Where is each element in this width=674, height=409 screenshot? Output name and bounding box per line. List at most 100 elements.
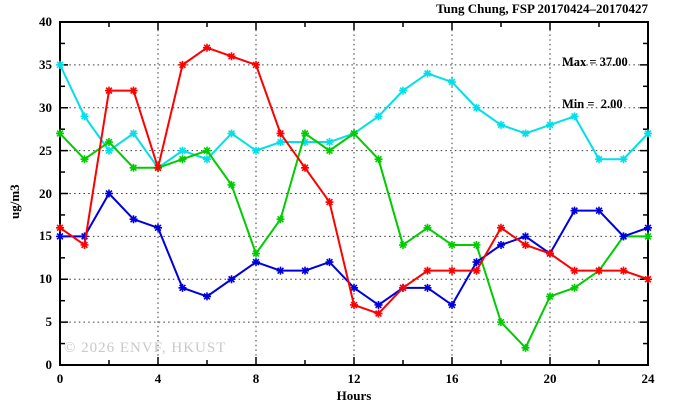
data-point-marker xyxy=(521,343,530,352)
data-point-marker xyxy=(644,275,652,284)
data-point-marker xyxy=(301,129,309,138)
data-point-marker xyxy=(423,223,432,232)
data-point-marker xyxy=(227,129,236,138)
min-label: Min = 2.00 xyxy=(562,97,623,111)
data-point-marker xyxy=(570,283,579,292)
x-tick-label: 4 xyxy=(154,371,162,386)
data-point-marker xyxy=(350,129,358,138)
data-point-marker xyxy=(374,112,383,121)
x-tick-label: 8 xyxy=(252,371,260,386)
data-point-marker xyxy=(252,60,260,69)
data-point-marker xyxy=(521,240,530,249)
y-tick-label: 25 xyxy=(39,142,52,158)
data-point-marker xyxy=(448,240,456,249)
y-tick-label: 0 xyxy=(45,357,53,372)
x-tick-label: 16 xyxy=(445,371,459,386)
data-point-marker xyxy=(497,318,505,327)
data-series xyxy=(56,43,652,352)
data-point-marker xyxy=(105,86,113,95)
data-point-marker xyxy=(56,129,64,138)
data-point-marker xyxy=(178,146,187,155)
data-point-marker xyxy=(203,146,211,155)
data-point-marker xyxy=(448,266,456,275)
data-point-marker xyxy=(80,240,89,249)
data-point-marker xyxy=(644,223,652,232)
data-point-marker xyxy=(546,120,554,129)
data-point-marker xyxy=(619,155,628,164)
x-tick-label: 12 xyxy=(347,371,361,386)
data-point-marker xyxy=(105,138,113,147)
plot-border xyxy=(59,21,649,366)
data-point-marker xyxy=(399,240,407,249)
data-point-marker xyxy=(472,103,481,112)
max-label: Max = 37.00 xyxy=(562,55,628,69)
data-point-marker xyxy=(325,198,334,207)
data-point-marker xyxy=(350,300,358,309)
data-point-marker xyxy=(56,223,64,232)
data-point-marker xyxy=(374,309,383,318)
data-point-marker xyxy=(105,146,113,155)
data-point-marker xyxy=(178,60,187,69)
data-point-marker xyxy=(203,43,211,52)
data-point-marker xyxy=(644,232,652,241)
data-point-marker xyxy=(644,129,652,138)
data-point-marker xyxy=(129,86,138,95)
data-point-marker xyxy=(399,86,407,95)
data-point-marker xyxy=(276,266,285,275)
x-axis-label: Hours xyxy=(336,388,372,403)
x-tick-label: 20 xyxy=(543,371,557,386)
data-point-marker xyxy=(374,300,383,309)
y-tick-label: 20 xyxy=(39,185,52,201)
data-point-marker xyxy=(570,112,579,121)
data-point-marker xyxy=(129,215,138,224)
data-point-marker xyxy=(595,266,603,275)
chart-title: Tung Chung, FSP 20170424–20170427 xyxy=(436,1,648,16)
data-point-marker xyxy=(472,240,481,249)
data-point-marker xyxy=(595,206,603,215)
data-point-marker xyxy=(227,275,236,284)
data-point-marker xyxy=(227,180,236,189)
data-point-marker xyxy=(521,232,530,241)
data-point-marker xyxy=(80,155,89,164)
data-point-marker xyxy=(619,232,628,241)
data-point-marker xyxy=(448,78,456,87)
y-tick-label: 30 xyxy=(39,99,52,115)
data-point-marker xyxy=(252,258,260,267)
data-point-marker xyxy=(521,129,530,138)
data-point-marker xyxy=(56,232,64,241)
data-point-marker xyxy=(546,292,554,301)
data-point-marker xyxy=(276,138,285,147)
data-point-marker xyxy=(252,146,260,155)
data-point-marker xyxy=(472,258,481,267)
data-point-marker xyxy=(374,155,383,164)
data-point-marker xyxy=(178,155,187,164)
data-point-marker xyxy=(325,258,334,267)
data-point-marker xyxy=(252,249,260,258)
data-point-marker xyxy=(301,138,309,147)
data-point-marker xyxy=(350,283,358,292)
data-point-marker xyxy=(448,300,456,309)
x-tick-label: 0 xyxy=(56,371,64,386)
y-tick-label: 10 xyxy=(39,271,52,287)
max-min-annotation: Max = 37.00 Min = 2.00 xyxy=(562,27,628,139)
data-point-marker xyxy=(56,60,64,69)
data-point-marker xyxy=(325,138,334,147)
gridlines xyxy=(60,22,648,365)
data-point-marker xyxy=(497,223,505,232)
data-point-marker xyxy=(227,52,236,61)
y-tick-label: 35 xyxy=(39,56,52,72)
y-tick-label: 40 xyxy=(39,14,52,29)
data-point-marker xyxy=(619,266,628,275)
data-point-marker xyxy=(472,266,481,275)
data-point-marker xyxy=(154,163,162,172)
data-point-marker xyxy=(178,283,187,292)
data-point-marker xyxy=(154,223,162,232)
data-point-marker xyxy=(80,112,89,121)
y-tick-label: 5 xyxy=(45,314,53,330)
data-point-marker xyxy=(399,283,407,292)
data-point-marker xyxy=(423,266,432,275)
data-point-marker xyxy=(301,163,309,172)
data-point-marker xyxy=(546,249,554,258)
